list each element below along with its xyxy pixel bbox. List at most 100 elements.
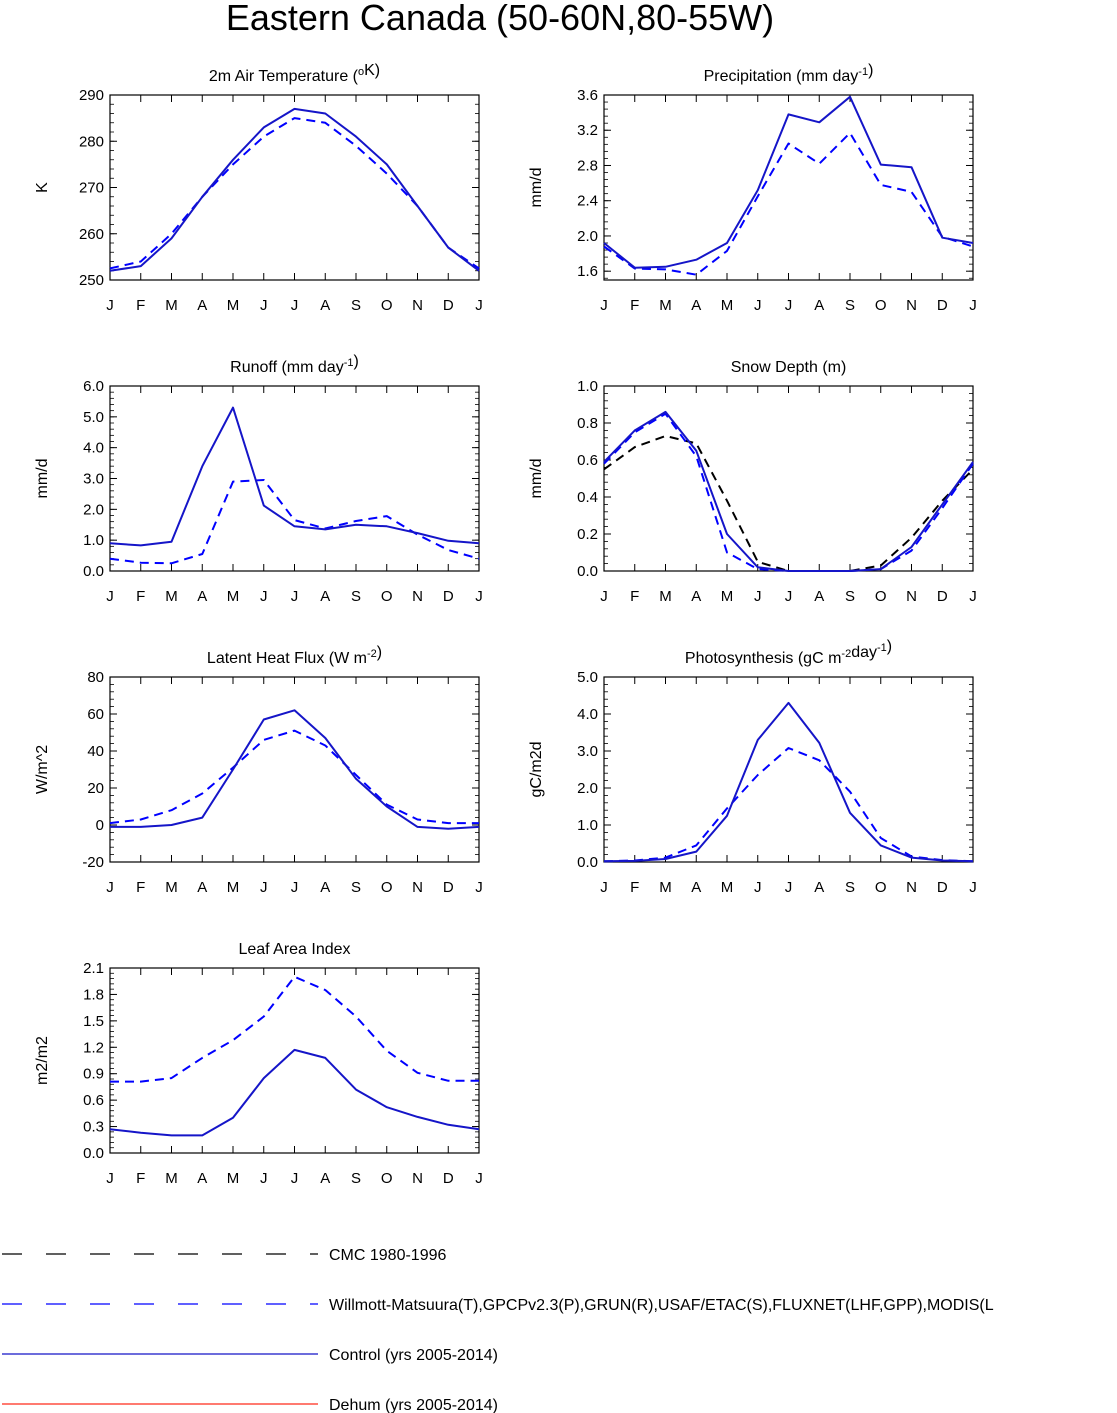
legend-label-control: Control (yrs 2005-2014)	[329, 1347, 498, 1364]
x-tick-label: M	[659, 588, 672, 605]
x-tick-label: M	[721, 588, 734, 605]
x-tick-label: J	[291, 1170, 299, 1187]
x-tick-label: M	[659, 879, 672, 896]
x-tick-label: D	[443, 588, 454, 605]
x-tick-label: A	[691, 297, 701, 314]
x-tick-label: J	[260, 1170, 268, 1187]
plot-frame	[109, 967, 480, 1154]
x-tick-label: J	[291, 297, 299, 314]
y-tick-label: 2.0	[83, 501, 104, 518]
y-tick-label: 1.2	[83, 1039, 104, 1056]
x-tick-label: A	[197, 879, 207, 896]
x-tick-label: A	[320, 297, 330, 314]
series-line-control	[603, 95, 974, 269]
x-tick-label: S	[351, 1170, 361, 1187]
x-tick-label: F	[630, 879, 639, 896]
plot-frame	[109, 94, 480, 281]
legend-label-dehum: Dehum (yrs 2005-2014)	[329, 1397, 498, 1413]
x-tick-label: F	[136, 879, 145, 896]
y-tick-label: 0.2	[577, 526, 598, 543]
y-tick-label: 1.0	[577, 378, 598, 395]
y-tick-label: 0.4	[577, 489, 598, 506]
y-axis-label: mm/d	[34, 459, 51, 499]
y-tick-label: 3.0	[577, 743, 598, 760]
y-tick-label: 1.0	[83, 532, 104, 549]
y-tick-label: 1.8	[83, 986, 104, 1003]
y-tick-label: 4.0	[577, 706, 598, 723]
x-tick-label: N	[906, 297, 917, 314]
x-tick-label: J	[106, 1170, 114, 1187]
x-tick-label: M	[721, 297, 734, 314]
y-tick-label: 2.0	[577, 228, 598, 245]
y-tick-label: 0.6	[83, 1092, 104, 1109]
y-tick-label: 20	[87, 780, 104, 797]
x-tick-label: J	[754, 879, 762, 896]
y-tick-label: 0.0	[577, 563, 598, 580]
x-tick-label: F	[136, 588, 145, 605]
y-tick-label: 5.0	[83, 409, 104, 426]
x-tick-label: J	[785, 588, 793, 605]
y-tick-label: 0	[96, 817, 104, 834]
x-tick-label: A	[197, 297, 207, 314]
x-tick-label: J	[785, 879, 793, 896]
panel-title: Snow Depth (m)	[731, 359, 847, 376]
x-tick-label: J	[106, 297, 114, 314]
y-tick-label: 2.1	[83, 960, 104, 977]
x-tick-label: M	[165, 879, 178, 896]
y-tick-label: 2.0	[577, 780, 598, 797]
x-tick-label: M	[165, 588, 178, 605]
x-tick-label: S	[351, 879, 361, 896]
page-title: Eastern Canada (50-60N,80-55W)	[225, 0, 775, 38]
y-axis-label: gC/m2d	[528, 741, 545, 797]
panel-title: Leaf Area Index	[238, 941, 350, 958]
y-tick-label: 40	[87, 743, 104, 760]
x-tick-label: N	[412, 297, 423, 314]
y-tick-label: 2.8	[577, 157, 598, 174]
y-tick-label: 290	[79, 87, 104, 104]
x-tick-label: J	[260, 297, 268, 314]
x-tick-label: A	[320, 1170, 330, 1187]
y-tick-label: 1.0	[577, 817, 598, 834]
y-tick-label: 3.0	[83, 471, 104, 488]
x-tick-label: D	[443, 1170, 454, 1187]
x-tick-label: D	[937, 879, 948, 896]
y-tick-label: 4.0	[83, 440, 104, 457]
y-tick-label: 2.4	[577, 193, 598, 210]
y-tick-label: 260	[79, 226, 104, 243]
y-tick-label: 250	[79, 272, 104, 289]
x-tick-label: J	[260, 588, 268, 605]
y-axis-label: m2/m2	[34, 1036, 51, 1085]
x-tick-label: F	[630, 588, 639, 605]
y-tick-label: 0.0	[83, 1145, 104, 1162]
panel-title: Runoff (mm day-1)	[230, 353, 359, 376]
y-tick-label: 1.5	[83, 1013, 104, 1030]
legend: CMC 1980-1996 Willmott-Matsuura(T),GPCPv2…	[2, 1247, 994, 1413]
x-tick-label: M	[721, 879, 734, 896]
series-line-obs	[603, 747, 974, 863]
y-tick-label: -20	[82, 854, 104, 871]
x-tick-label: N	[906, 879, 917, 896]
series-line-control	[603, 410, 974, 572]
y-tick-label: 0.3	[83, 1119, 104, 1136]
panel-title: Latent Heat Flux (W m-2)	[207, 644, 382, 667]
panel-2: J F M A M J J A S O N D J1.62.02.42.83.23.6Precipita…	[528, 62, 977, 314]
x-tick-label: O	[875, 588, 887, 605]
x-tick-label: A	[814, 297, 824, 314]
y-axis-label: mm/d	[528, 459, 545, 499]
panel-6: J F M A M J J A S O N D J0.01.02.03.04.05.0Photosynt…	[528, 638, 977, 896]
panel-title: 2m Air Temperature (oK)	[209, 62, 380, 85]
x-tick-label: M	[227, 588, 240, 605]
x-tick-label: J	[600, 879, 608, 896]
x-tick-label: A	[814, 879, 824, 896]
x-tick-label: F	[630, 297, 639, 314]
x-tick-label: N	[412, 1170, 423, 1187]
y-axis-label: K	[34, 182, 51, 193]
x-tick-label: F	[136, 297, 145, 314]
series-line-obs	[110, 975, 479, 1083]
x-tick-label: J	[600, 588, 608, 605]
y-tick-label: 0.0	[83, 563, 104, 580]
